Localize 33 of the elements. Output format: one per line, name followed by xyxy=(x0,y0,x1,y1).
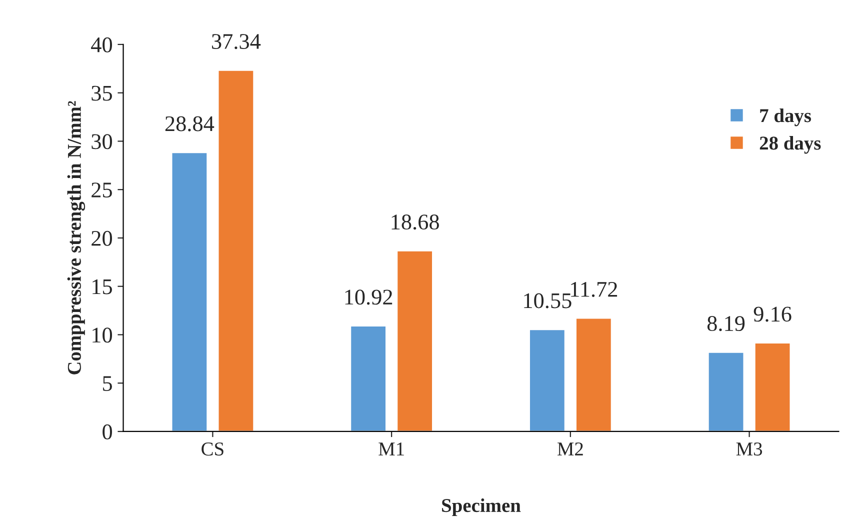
y-tick-label: 10 xyxy=(92,328,112,343)
bar xyxy=(170,152,208,432)
legend-label: 7 days xyxy=(760,108,812,126)
y-tick-label: 0 xyxy=(102,424,112,440)
y-axis-title: Comppressive strength in N/mm² xyxy=(67,101,86,374)
y-tick-label: 20 xyxy=(92,230,112,246)
bar xyxy=(350,325,387,432)
data-label: 10.92 xyxy=(345,290,392,305)
bar xyxy=(707,352,745,432)
y-tick-label: 35 xyxy=(92,86,112,101)
bar xyxy=(396,250,434,432)
data-label: 10.55 xyxy=(524,293,572,308)
bar xyxy=(217,69,255,432)
y-tick-label: 15 xyxy=(92,279,112,294)
x-tick-label: CS xyxy=(202,442,224,456)
data-label: 8.19 xyxy=(707,316,745,332)
x-tick-label: M2 xyxy=(557,442,583,456)
x-axis-title: Specimen xyxy=(442,498,521,516)
data-label: 37.34 xyxy=(212,34,261,50)
y-tick-label: 40 xyxy=(91,37,112,52)
y-tick-label: 30 xyxy=(92,134,112,150)
data-label: 28.84 xyxy=(165,116,214,132)
data-label: 18.68 xyxy=(392,214,439,230)
data-label: 9.16 xyxy=(754,306,792,322)
y-tick-label: 25 xyxy=(92,182,112,198)
x-tick-label: M1 xyxy=(378,442,404,456)
bar xyxy=(754,342,792,432)
data-label: 11.72 xyxy=(571,282,618,297)
bar xyxy=(575,317,612,432)
x-tick-label: M3 xyxy=(736,442,762,456)
bar xyxy=(528,328,566,432)
legend-label: 28 days xyxy=(760,136,821,154)
y-tick-label: 5 xyxy=(103,376,112,392)
